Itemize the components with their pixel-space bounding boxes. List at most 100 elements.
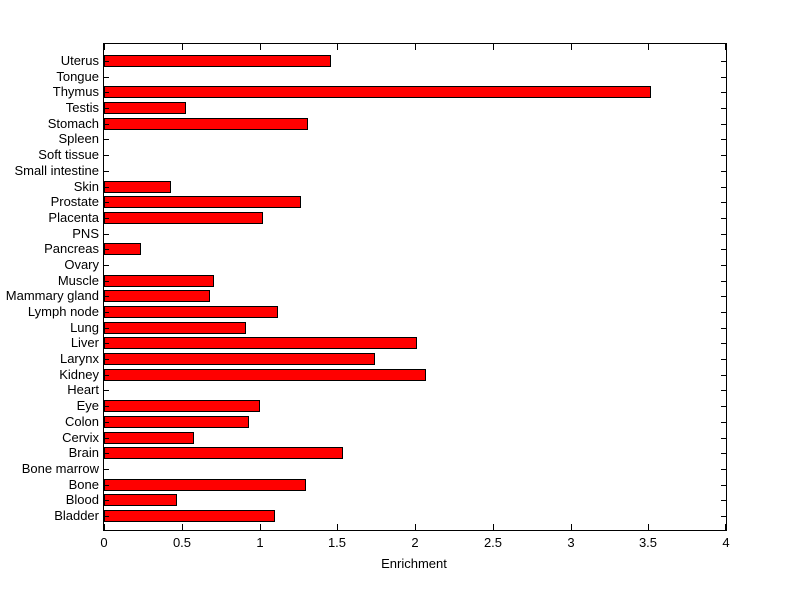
y-tick-mark [721,374,726,376]
y-tick-mark [104,296,109,298]
bar-cervix [104,431,194,444]
y-tick-mark [104,61,109,62]
y-tick-mark [104,108,109,110]
y-tick-mark [104,155,109,157]
y-tick-label: Brain [68,445,99,461]
y-tick-mark [721,390,726,392]
x-tick-mark [337,44,338,50]
x-axis-title: Enrichment [381,556,447,571]
y-tick-mark [721,202,726,204]
y-tick-mark [721,468,726,470]
bar-eye [104,400,260,413]
y-tick-label: Heart [67,382,99,398]
bar-colon [104,415,249,428]
y-tick-mark [721,484,726,486]
y-tick-mark [721,343,726,345]
x-tick-mark [493,44,494,50]
y-tick-mark [104,453,109,455]
y-tick-label: Pancreas [44,241,99,257]
y-tick-mark [721,108,726,110]
y-tick-label: Thymus [52,84,99,100]
bar-mammary-gland [104,290,210,303]
y-tick-mark [721,92,726,94]
y-tick-mark [104,516,109,517]
x-tick-label: 1 [256,535,264,550]
x-tick-mark [104,524,105,530]
y-tick-mark [721,359,726,361]
x-tick-mark [104,44,105,50]
y-tick-mark [721,249,726,251]
y-tick-mark [104,421,109,423]
plot-area [103,43,727,531]
bar-larynx [104,353,375,366]
y-tick-mark [721,453,726,455]
y-tick-label: Colon [65,413,99,429]
y-tick-label: Blood [65,492,99,508]
x-tick-label: 2.5 [483,535,503,550]
y-tick-mark [104,359,109,361]
y-tick-mark [721,296,726,298]
x-tick-mark [260,524,261,530]
y-tick-mark [104,312,109,314]
bar-skin [104,180,171,193]
y-tick-mark [721,327,726,329]
y-tick-mark [721,217,726,219]
y-tick-label: Ovary [64,256,99,272]
x-tick-mark [182,44,183,50]
bar-bone [104,478,306,491]
x-tick-mark [648,44,649,50]
bar-placenta [104,211,263,224]
y-tick-label: Placenta [48,209,99,225]
bar-thymus [104,86,651,99]
y-tick-mark [104,468,109,470]
y-tick-mark [104,484,109,486]
x-tick-label: 1.5 [327,535,347,550]
y-tick-mark [104,202,109,204]
bar-lymph-node [104,306,278,319]
y-tick-mark [104,374,109,376]
y-tick-mark [721,264,726,266]
bar-testis [104,102,186,115]
y-tick-label: Testis [65,100,99,116]
y-tick-label: Cervix [62,429,99,445]
x-tick-mark [571,44,572,50]
y-tick-label: Small intestine [14,162,99,178]
y-tick-label: PNS [72,225,99,241]
y-tick-mark [721,437,726,439]
y-tick-mark [104,327,109,329]
bar-pancreas [104,243,141,256]
y-tick-label: Larynx [59,351,99,367]
y-tick-mark [104,280,109,282]
x-tick-label: 2 [411,535,419,550]
y-tick-mark [721,280,726,282]
y-tick-mark [721,516,726,517]
x-tick-mark [725,44,726,50]
y-tick-mark [104,217,109,219]
y-tick-label: Muscle [57,272,99,288]
y-tick-label: Stomach [47,115,99,131]
bar-kidney [104,368,426,381]
x-tick-mark [182,524,183,530]
y-tick-mark [104,76,109,78]
y-tick-label: Uterus [60,53,99,68]
y-tick-label: Lymph node [27,304,99,320]
x-tick-label: 3.5 [638,535,658,550]
y-tick-mark [104,249,109,251]
y-tick-label: Prostate [50,194,99,210]
x-tick-mark [648,524,649,530]
y-tick-mark [104,123,109,125]
bar-muscle [104,274,214,287]
bar-liver [104,337,417,350]
x-tick-label: 0 [100,535,108,550]
y-tick-label: Tongue [56,68,99,84]
bar-uterus [104,55,331,67]
y-tick-label: Eye [76,398,99,414]
y-tick-mark [104,437,109,439]
y-tick-mark [721,61,726,62]
bar-prostate [104,196,301,209]
y-tick-label: Bone [68,476,99,492]
y-tick-label: Spleen [58,131,99,147]
y-tick-mark [721,139,726,141]
y-tick-label: Mammary gland [5,288,99,304]
y-tick-mark [721,406,726,408]
